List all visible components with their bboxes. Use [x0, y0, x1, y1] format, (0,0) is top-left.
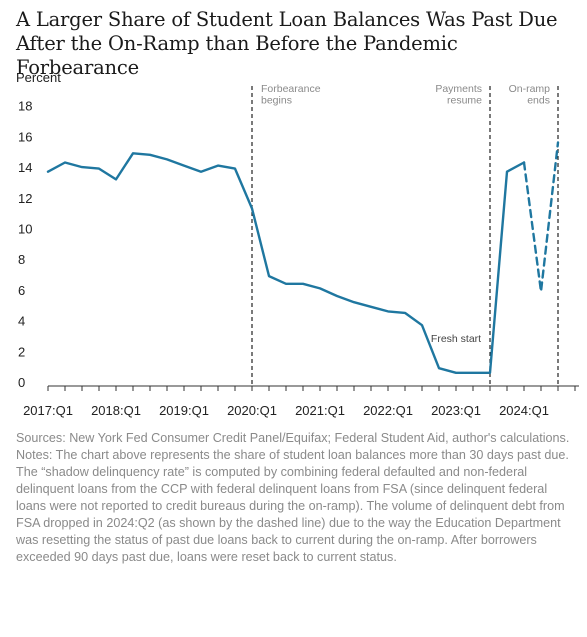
- x-tick-label: 2022:Q1: [363, 403, 413, 418]
- series-line: [46, 152, 526, 374]
- event-label: Forbearance: [261, 83, 321, 95]
- annotations: Fresh start: [431, 333, 481, 345]
- y-tick-label: 18: [18, 99, 32, 114]
- event-label: ends: [527, 95, 550, 107]
- event-label: Payments: [435, 83, 482, 95]
- series-lines: [46, 141, 560, 374]
- x-axis: 2017:Q1 2018:Q1 2019:Q1 2020:Q1 2021:Q1 2022:…: [23, 385, 579, 418]
- y-tick-label: 10: [18, 222, 32, 237]
- notes-text: Notes: The chart above represents the sh…: [16, 448, 569, 564]
- x-tick-label: 2021:Q1: [295, 403, 345, 418]
- chart-title: A Larger Share of Student Loan Balances …: [16, 8, 558, 79]
- event-label: begins: [261, 95, 292, 107]
- annotation-label: Fresh start: [431, 333, 481, 345]
- x-tick-label: 2024:Q1: [499, 403, 549, 418]
- x-tick-label: 2019:Q1: [159, 403, 209, 418]
- x-tick-label: 2018:Q1: [91, 403, 141, 418]
- x-tick-label: 2020:Q1: [227, 403, 277, 418]
- notes-block: Sources: New York Fed Consumer Credit Pa…: [16, 430, 576, 566]
- y-tick-label: 12: [18, 191, 32, 206]
- y-tick-label: 2: [18, 344, 25, 359]
- y-axis-label: Percent: [16, 70, 61, 85]
- y-tick-label: 4: [18, 314, 25, 329]
- series-line-dashed: [522, 141, 560, 293]
- y-axis-ticks: 0 2 4 6 8 10 12 14 16 18: [18, 99, 32, 390]
- sources-text: Sources: New York Fed Consumer Credit Pa…: [16, 431, 570, 445]
- x-tick-label: 2023:Q1: [431, 403, 481, 418]
- event-label: resume: [447, 95, 482, 107]
- y-tick-label: 14: [18, 160, 32, 175]
- line-chart: 0 2 4 6 8 10 12 14 16 18 2017:Q1 2018:Q1 2019:Q1 202…: [18, 83, 579, 418]
- y-tick-label: 0: [18, 375, 25, 390]
- event-label: On-ramp: [509, 83, 551, 95]
- x-tick-label: 2017:Q1: [23, 403, 73, 418]
- y-tick-label: 6: [18, 283, 25, 298]
- y-tick-label: 8: [18, 252, 25, 267]
- y-tick-label: 16: [18, 129, 32, 144]
